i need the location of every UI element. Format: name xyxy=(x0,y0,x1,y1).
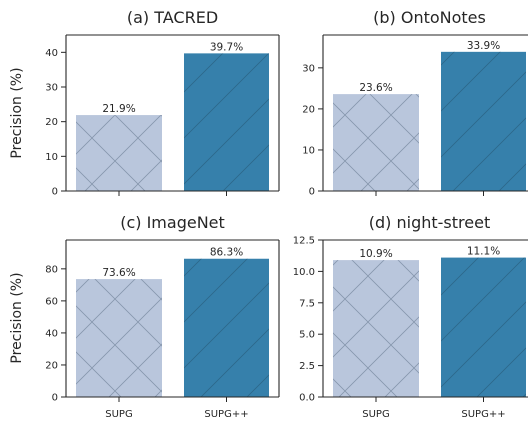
y-tick-label: 0 xyxy=(52,187,58,198)
chart-panel-3: (c) ImageNet 73.6% 86.3% 0 20 40 60 80 SUPG SUPG+… xyxy=(9,213,280,420)
y-tick-label: 10.0 xyxy=(293,267,315,278)
y-tick-label: 5.0 xyxy=(299,330,315,341)
panel-title: (b) OntoNotes xyxy=(373,8,486,27)
bar-value-label: 73.6% xyxy=(102,267,135,279)
y-tick-label: 2.5 xyxy=(299,361,315,372)
panel-title: (d) night-street xyxy=(369,213,490,232)
bar-supg xyxy=(333,94,419,191)
bar-value-label: 86.3% xyxy=(210,247,243,259)
x-tick-label: SUPG++ xyxy=(204,409,248,420)
y-tick-label: 20 xyxy=(45,360,58,371)
bar-supgplusplus xyxy=(184,53,269,191)
bar-value-label: 21.9% xyxy=(102,103,135,115)
y-tick-label: 40 xyxy=(45,48,58,59)
y-tick-label: 7.5 xyxy=(299,298,315,309)
y-tick-label: 0 xyxy=(309,187,315,198)
bar-supgplusplus xyxy=(441,257,526,397)
bar-supgplusplus xyxy=(441,51,526,192)
y-tick-label: 30 xyxy=(302,63,315,74)
bar-supg xyxy=(76,115,162,191)
y-tick-label: 60 xyxy=(45,296,58,307)
y-axis-label: Precision (%) xyxy=(9,67,25,158)
bar-value-label: 11.1% xyxy=(467,246,500,258)
chart-panel-1: (a) TACRED 21.9% 39.7% 0 10 20 30 40 Precision (… xyxy=(9,8,280,198)
bar-value-label: 23.6% xyxy=(359,82,392,94)
y-tick-label: 80 xyxy=(45,264,58,275)
panel-title: (c) ImageNet xyxy=(120,213,225,232)
y-tick-label: 0 xyxy=(52,393,58,404)
y-tick-label: 20 xyxy=(45,117,58,128)
y-tick-label: 20 xyxy=(302,104,315,115)
bar-supg xyxy=(76,279,162,397)
panel-title: (a) TACRED xyxy=(127,8,218,27)
bar-value-label: 10.9% xyxy=(359,248,392,260)
y-tick-label: 0.0 xyxy=(299,393,315,404)
y-axis-label: Precision (%) xyxy=(9,272,25,363)
y-tick-label: 10 xyxy=(302,145,315,156)
bar-supg xyxy=(333,260,419,397)
x-tick-label: SUPG xyxy=(105,409,132,420)
chart-panel-2: (b) OntoNotes 23.6% 33.9% 0 10 20 30 xyxy=(302,8,528,198)
bar-supgplusplus xyxy=(184,258,269,397)
y-tick-label: 12.5 xyxy=(293,236,315,247)
chart-panel-4: (d) night-street 10.9% 11.1% 0.0 2.5 5.0 7.5 10… xyxy=(293,213,528,420)
bar-value-label: 33.9% xyxy=(467,40,500,52)
x-tick-label: SUPG xyxy=(362,409,389,420)
y-tick-label: 40 xyxy=(45,328,58,339)
bar-value-label: 39.7% xyxy=(210,41,243,53)
y-tick-label: 10 xyxy=(45,152,58,163)
y-tick-label: 30 xyxy=(45,83,58,94)
x-tick-label: SUPG++ xyxy=(461,409,505,420)
